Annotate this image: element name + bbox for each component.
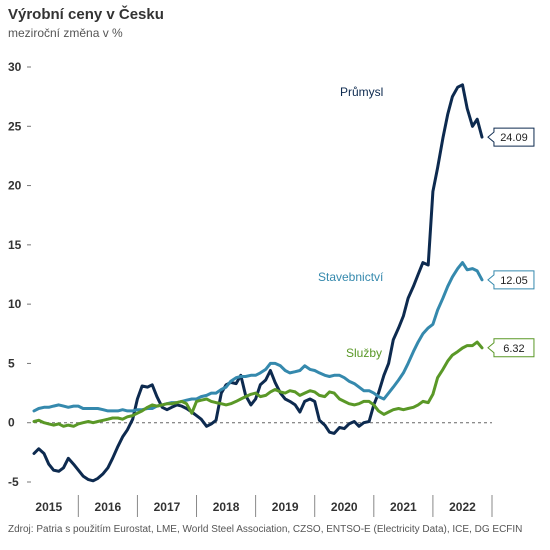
x-tick-label: 2022 (449, 500, 476, 514)
y-tick-label: 15 (8, 238, 22, 252)
x-tick-label: 2020 (331, 500, 358, 514)
x-tick-label: 2021 (390, 500, 417, 514)
end-label-value-0: 24.09 (500, 132, 528, 144)
y-tick-label: 30 (8, 60, 22, 74)
end-label-box-0 (487, 127, 535, 147)
x-tick-label: 2019 (272, 500, 299, 514)
y-tick-label: 0 (8, 416, 15, 430)
series-line-1 (32, 261, 484, 413)
chart-title: Výrobní ceny v Česku (8, 6, 164, 23)
x-tick-label: 2016 (95, 500, 122, 514)
y-tick-label: 25 (8, 119, 22, 133)
y-axis: -5 0 5 10 15 20 25 30 (8, 60, 31, 489)
series-labels: Průmysl Stavebnictví Služby (318, 85, 384, 360)
end-label-value-1: 12.05 (500, 275, 528, 287)
series-line-0 (32, 83, 484, 483)
end-label-value-2: 6.32 (503, 343, 524, 355)
x-tick-label: 2017 (154, 500, 181, 514)
y-tick-label: 10 (8, 297, 22, 311)
series-lines (32, 83, 484, 483)
end-value-labels: 24.09 12.05 6.32 (487, 127, 535, 358)
series-line-2 (32, 340, 484, 428)
end-label-box-1 (487, 270, 535, 290)
x-tick-label: 2015 (35, 500, 62, 514)
series-label-2: Služby (346, 346, 382, 360)
source-note: Zdroj: Patria s použitím Eurostat, LME, … (8, 524, 523, 535)
y-tick-label: 20 (8, 179, 22, 193)
end-label-box-2 (487, 338, 535, 358)
series-label-0: Průmysl (340, 85, 383, 99)
y-tick-label: -5 (8, 475, 19, 489)
y-tick-label: 5 (8, 356, 15, 370)
x-axis: 2015 2016 2017 2018 2019 2020 2021 2022 (35, 495, 493, 517)
series-label-1: Stavebnictví (318, 270, 384, 284)
x-tick-label: 2018 (213, 500, 240, 514)
chart-subtitle: meziroční změna v % (8, 26, 123, 40)
